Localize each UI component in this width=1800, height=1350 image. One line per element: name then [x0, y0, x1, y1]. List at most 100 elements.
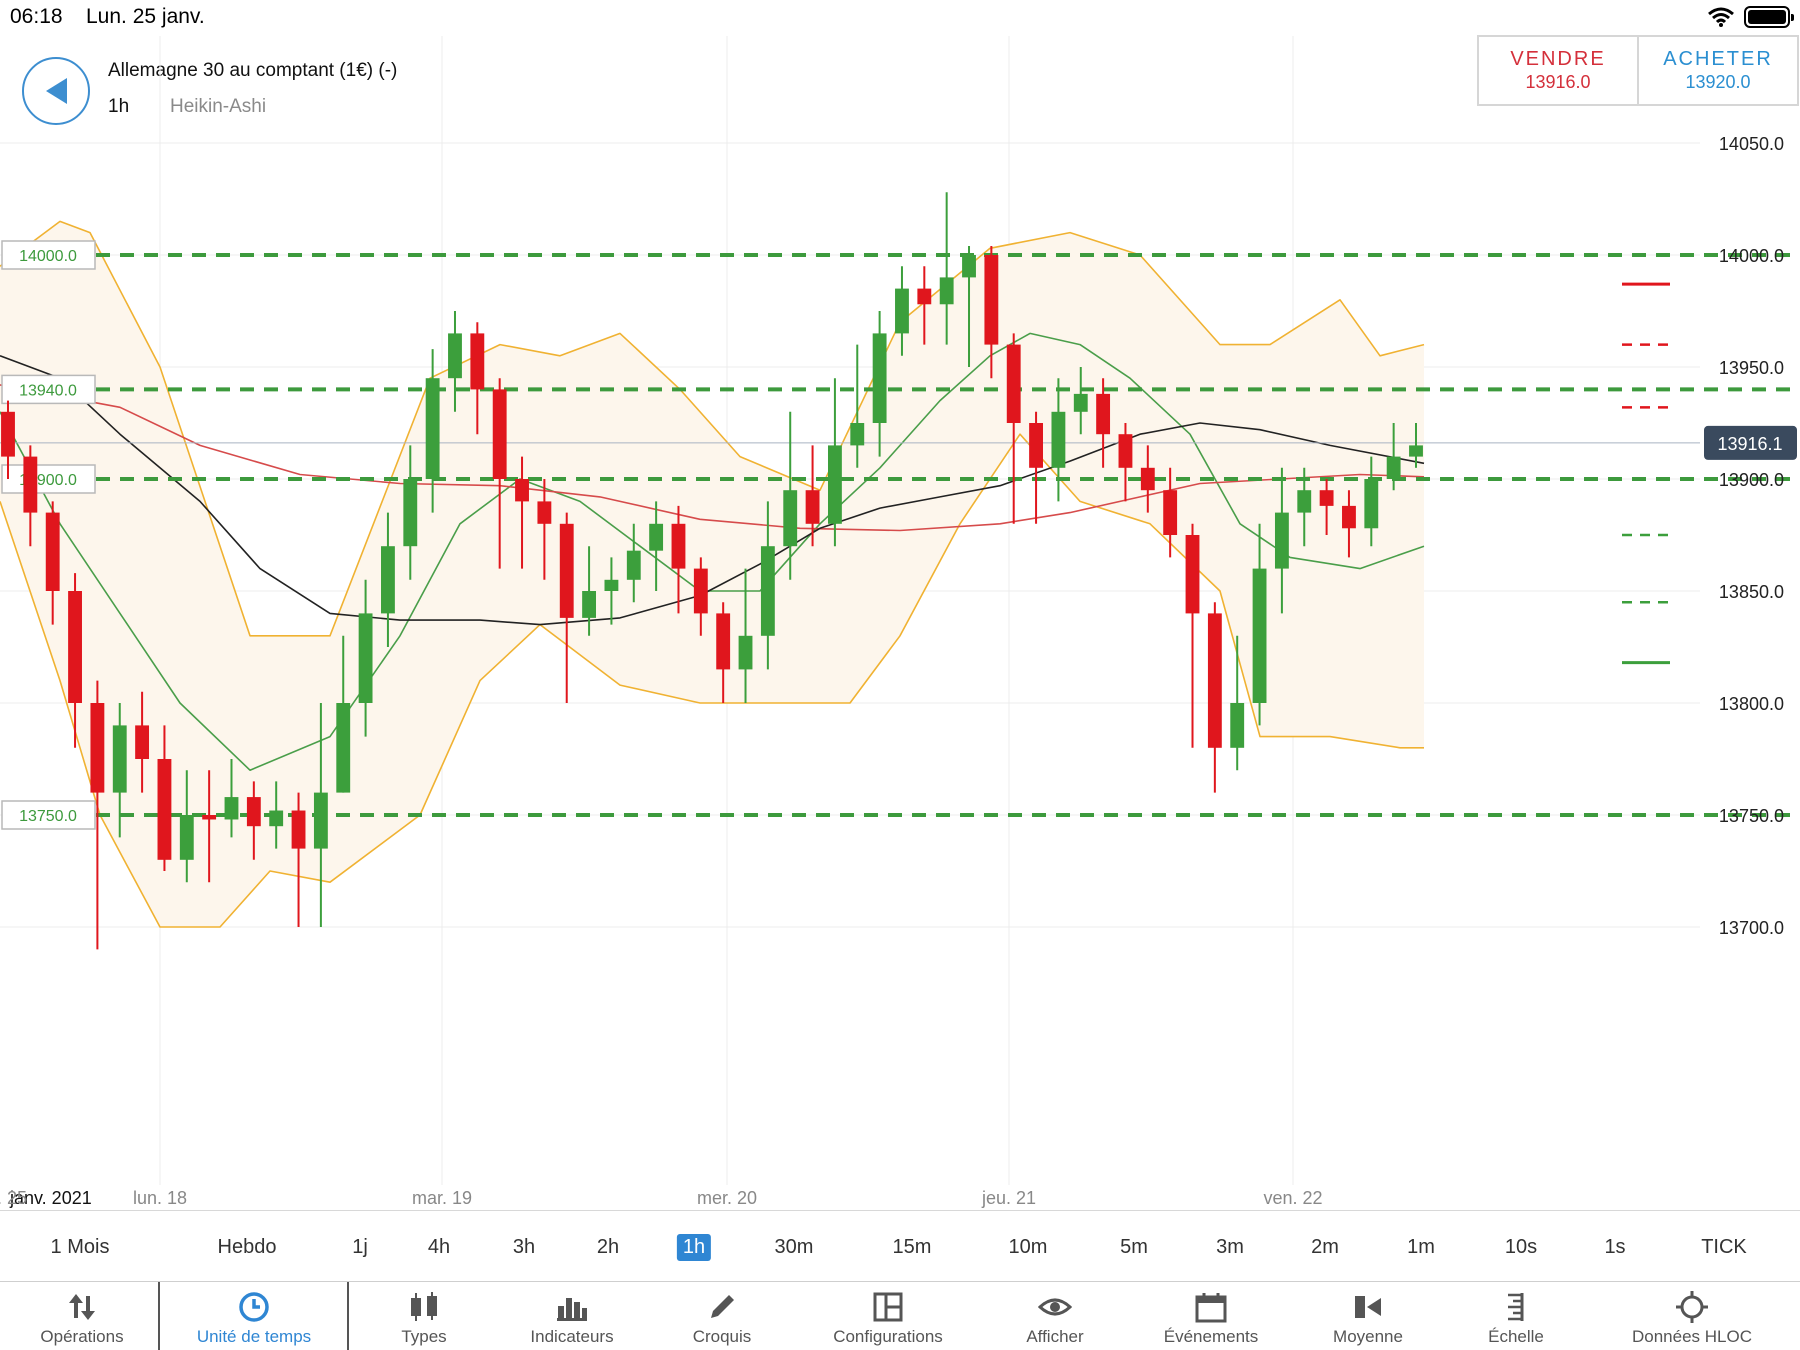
candle-bear [1319, 490, 1334, 506]
candle-bear [135, 725, 150, 759]
level-label: 13750.0 [19, 808, 77, 825]
candle-bull [313, 792, 328, 849]
candle-bull [783, 490, 798, 547]
toolbar-layout-button[interactable]: Configurations [813, 1282, 963, 1350]
candle-bear [1207, 613, 1222, 748]
timeframe-3m[interactable]: 3m [1216, 1236, 1244, 1258]
timeframe-1s[interactable]: 1s [1604, 1236, 1626, 1258]
toolbar-label: Types [401, 1327, 447, 1346]
candle-bull [336, 703, 351, 793]
x-tick-label: lun. 18 [133, 1188, 187, 1208]
candle-bear [559, 523, 574, 618]
timeframe-1j[interactable]: 1j [352, 1236, 368, 1258]
status-icons [1708, 6, 1794, 28]
timeframe-3h[interactable]: 3h [512, 1236, 536, 1258]
ruler-icon [1499, 1290, 1533, 1324]
toolbar-moyenne-button[interactable]: Moyenne [1293, 1282, 1443, 1350]
candle-bear [1185, 535, 1200, 614]
candle-bear [1118, 434, 1133, 468]
candle-bear [45, 512, 60, 591]
x-tick-label: jeu. 21 [981, 1188, 1036, 1208]
pencil-icon [705, 1290, 739, 1324]
timeframe-tick[interactable]: TICK [1701, 1236, 1747, 1258]
candle-bull [179, 815, 194, 860]
candle-bull [604, 579, 619, 591]
status-bar: 06:18 Lun. 25 janv. [0, 0, 1800, 36]
candle-bull [827, 445, 842, 524]
toolbar-arrows-updown-button[interactable]: Opérations [7, 1282, 157, 1350]
toolbar-bar-chart-button[interactable]: Indicateurs [497, 1282, 647, 1350]
timeframe-15m[interactable]: 15m [892, 1236, 932, 1258]
timeframe-1h[interactable]: 1h [676, 1234, 712, 1261]
y-tick-label: 14050.0 [1719, 134, 1784, 154]
bollinger-band-fill [0, 221, 1424, 927]
x-month-label: janv. 2021 [9, 1188, 92, 1208]
candle-bear [1140, 467, 1155, 491]
toolbar-eye-button[interactable]: Afficher [980, 1282, 1130, 1350]
y-tick-label: 13750.0 [1719, 806, 1784, 826]
candle-bear [1096, 393, 1111, 435]
candle-bear [693, 568, 708, 614]
sell-button[interactable]: VENDRE 13916.0 [1479, 37, 1637, 104]
candle-bull [112, 725, 127, 793]
status-date: Lun. 25 janv. [86, 5, 205, 28]
back-button[interactable] [22, 57, 90, 125]
timeframe-1m[interactable]: 1m [1407, 1236, 1435, 1258]
toolbar-crosshair-button[interactable]: Données HLOC [1617, 1282, 1767, 1350]
month-label-bg [0, 1184, 110, 1210]
candle-bull [872, 333, 887, 423]
candle-bull [962, 255, 976, 278]
level-label: 14000.0 [19, 248, 77, 265]
timeframe-hebdo[interactable]: Hebdo [217, 1236, 277, 1258]
candle-bear [537, 501, 552, 524]
level-label-box [1, 800, 96, 830]
toolbar-separator [347, 1282, 349, 1350]
candle-bear [470, 333, 485, 390]
toolbar-calendar-button[interactable]: Événements [1136, 1282, 1286, 1350]
timeframe-2m[interactable]: 2m [1311, 1236, 1339, 1258]
current-price-label: 13916.1 [1717, 434, 1782, 454]
candle-bull [1274, 512, 1289, 569]
back-arrow-icon [46, 78, 67, 104]
timeframe-1-mois[interactable]: 1 Mois [50, 1236, 110, 1258]
candle-bull [760, 546, 775, 636]
eye-icon [1038, 1290, 1072, 1324]
candle-bear [157, 759, 172, 860]
y-tick-label: 13950.0 [1719, 358, 1784, 378]
candle-bull [269, 810, 284, 827]
y-tick-label: 13900.0 [1719, 470, 1784, 490]
y-tick-label: 14000.0 [1719, 246, 1784, 266]
candle-bull [895, 288, 909, 334]
battery-icon [1744, 6, 1794, 28]
bar-chart-icon [555, 1290, 589, 1324]
toolbar-label: Échelle [1488, 1327, 1544, 1346]
toolbar-clock-button[interactable]: Unité de temps [179, 1282, 329, 1350]
toolbar-candlestick-button[interactable]: Types [349, 1282, 499, 1350]
timeframe-5m[interactable]: 5m [1120, 1236, 1148, 1258]
candle-bear [1029, 423, 1043, 468]
toolbar-ruler-button[interactable]: Échelle [1441, 1282, 1591, 1350]
timeframe-4h[interactable]: 4h [427, 1236, 451, 1258]
buy-button[interactable]: ACHETER 13920.0 [1637, 37, 1797, 104]
level-label: 13940.0 [19, 382, 77, 399]
toolbar-pencil-button[interactable]: Croquis [647, 1282, 797, 1350]
timeframe-10m[interactable]: 10m [1008, 1236, 1048, 1258]
chart-type-label: Heikin-Ashi [170, 96, 267, 117]
timeframe-10s[interactable]: 10s [1504, 1236, 1538, 1258]
ma-red-line [0, 384, 1425, 532]
candle-bull [1252, 568, 1267, 703]
sell-price: 13916.0 [1525, 72, 1591, 92]
candle-bull [626, 550, 641, 580]
trade-box: VENDRE 13916.0 ACHETER 13920.0 [1477, 35, 1799, 106]
timeframe-2h[interactable]: 2h [596, 1236, 620, 1258]
bollinger-lower-line [0, 433, 1424, 928]
bollinger-upper-line [0, 220, 1425, 637]
candle-bear [1, 411, 15, 457]
timeframe-30m[interactable]: 30m [774, 1236, 814, 1258]
price-chart[interactable]: 14000.0 13940.0 13900.0 13750.0 14050.0 14000… [0, 36, 1800, 1210]
toolbar-label: Données HLOC [1631, 1327, 1752, 1346]
candle-bear [1342, 505, 1356, 529]
buy-price: 13920.0 [1685, 72, 1751, 92]
candle-bull [1297, 490, 1312, 513]
candle-bear [805, 490, 820, 524]
